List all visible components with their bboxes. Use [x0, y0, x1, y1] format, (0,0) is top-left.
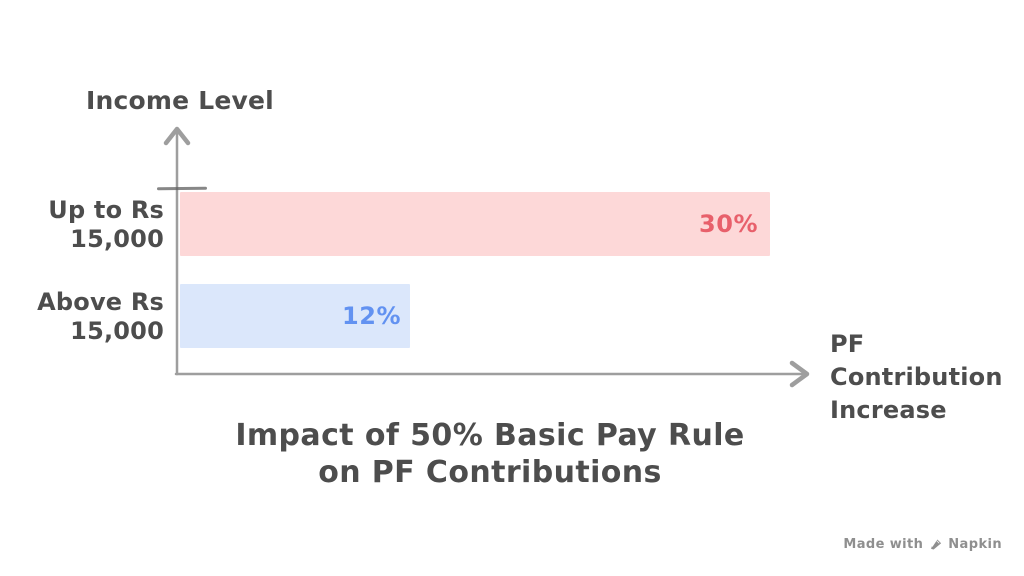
- chart-title: Impact of 50% Basic Pay Rule on PF Contr…: [180, 417, 800, 491]
- y-axis-arrowhead-icon: [163, 126, 191, 146]
- x-axis-title-line: PF: [830, 330, 865, 358]
- y-axis-title: Income Level: [86, 86, 274, 115]
- bar-value-label: 12%: [342, 302, 401, 330]
- bar-up-to-15000: 30%: [180, 192, 770, 256]
- watermark-prefix: Made with: [843, 537, 924, 552]
- category-label-line: 15,000: [70, 317, 164, 345]
- category-label-line: Up to Rs: [48, 196, 164, 224]
- watermark-brand: Napkin: [948, 537, 1002, 552]
- x-axis-arrowhead-icon: [789, 360, 810, 388]
- x-axis-title: PF Contribution Increase: [830, 328, 1020, 427]
- x-axis-title-line: Contribution: [830, 363, 1003, 391]
- hand-drawn-stroke-artifact: [156, 186, 208, 191]
- category-label-above-15000: Above Rs 15,000: [30, 288, 164, 346]
- category-label-up-to-15000: Up to Rs 15,000: [30, 196, 164, 254]
- category-label-line: 15,000: [70, 225, 164, 253]
- chart-title-line: on PF Contributions: [318, 455, 662, 490]
- bar-above-15000: 12%: [180, 284, 410, 348]
- x-axis-title-line: Increase: [830, 396, 947, 424]
- made-with-napkin-watermark: Made with Napkin: [843, 537, 1002, 552]
- chart-title-line: Impact of 50% Basic Pay Rule: [235, 418, 745, 453]
- category-label-line: Above Rs: [37, 288, 164, 316]
- bar-value-label: 30%: [699, 210, 758, 238]
- napkin-logo-icon: [928, 537, 943, 552]
